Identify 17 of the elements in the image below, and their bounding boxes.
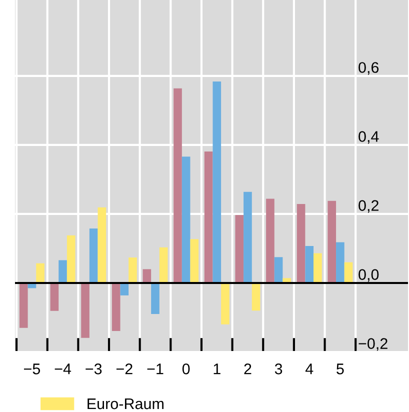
x-tick-label: 4 — [305, 364, 314, 374]
x-tick-label: 2 — [244, 364, 252, 374]
x-tick-label: −1 — [147, 364, 164, 374]
legend-label: Euro-Raum — [88, 398, 164, 410]
y-tick-label: 0,6 — [358, 62, 379, 75]
x-tick-label: −4 — [54, 364, 72, 374]
x-tick-label: −2 — [116, 364, 132, 374]
x-tick-label: 1 — [214, 364, 220, 374]
x-tick-label: 3 — [274, 364, 282, 374]
y-tick-label: −0,2 — [358, 338, 388, 351]
y-tick-label: 0,4 — [358, 131, 379, 144]
y-tick-label: 0,2 — [358, 200, 378, 213]
x-tick-label: 0 — [182, 364, 190, 374]
x-tick-label: −5 — [24, 364, 40, 374]
x-tick-label: 5 — [336, 364, 344, 374]
y-tick-label: 0,0 — [358, 269, 379, 282]
x-tick-label: −3 — [86, 364, 102, 374]
